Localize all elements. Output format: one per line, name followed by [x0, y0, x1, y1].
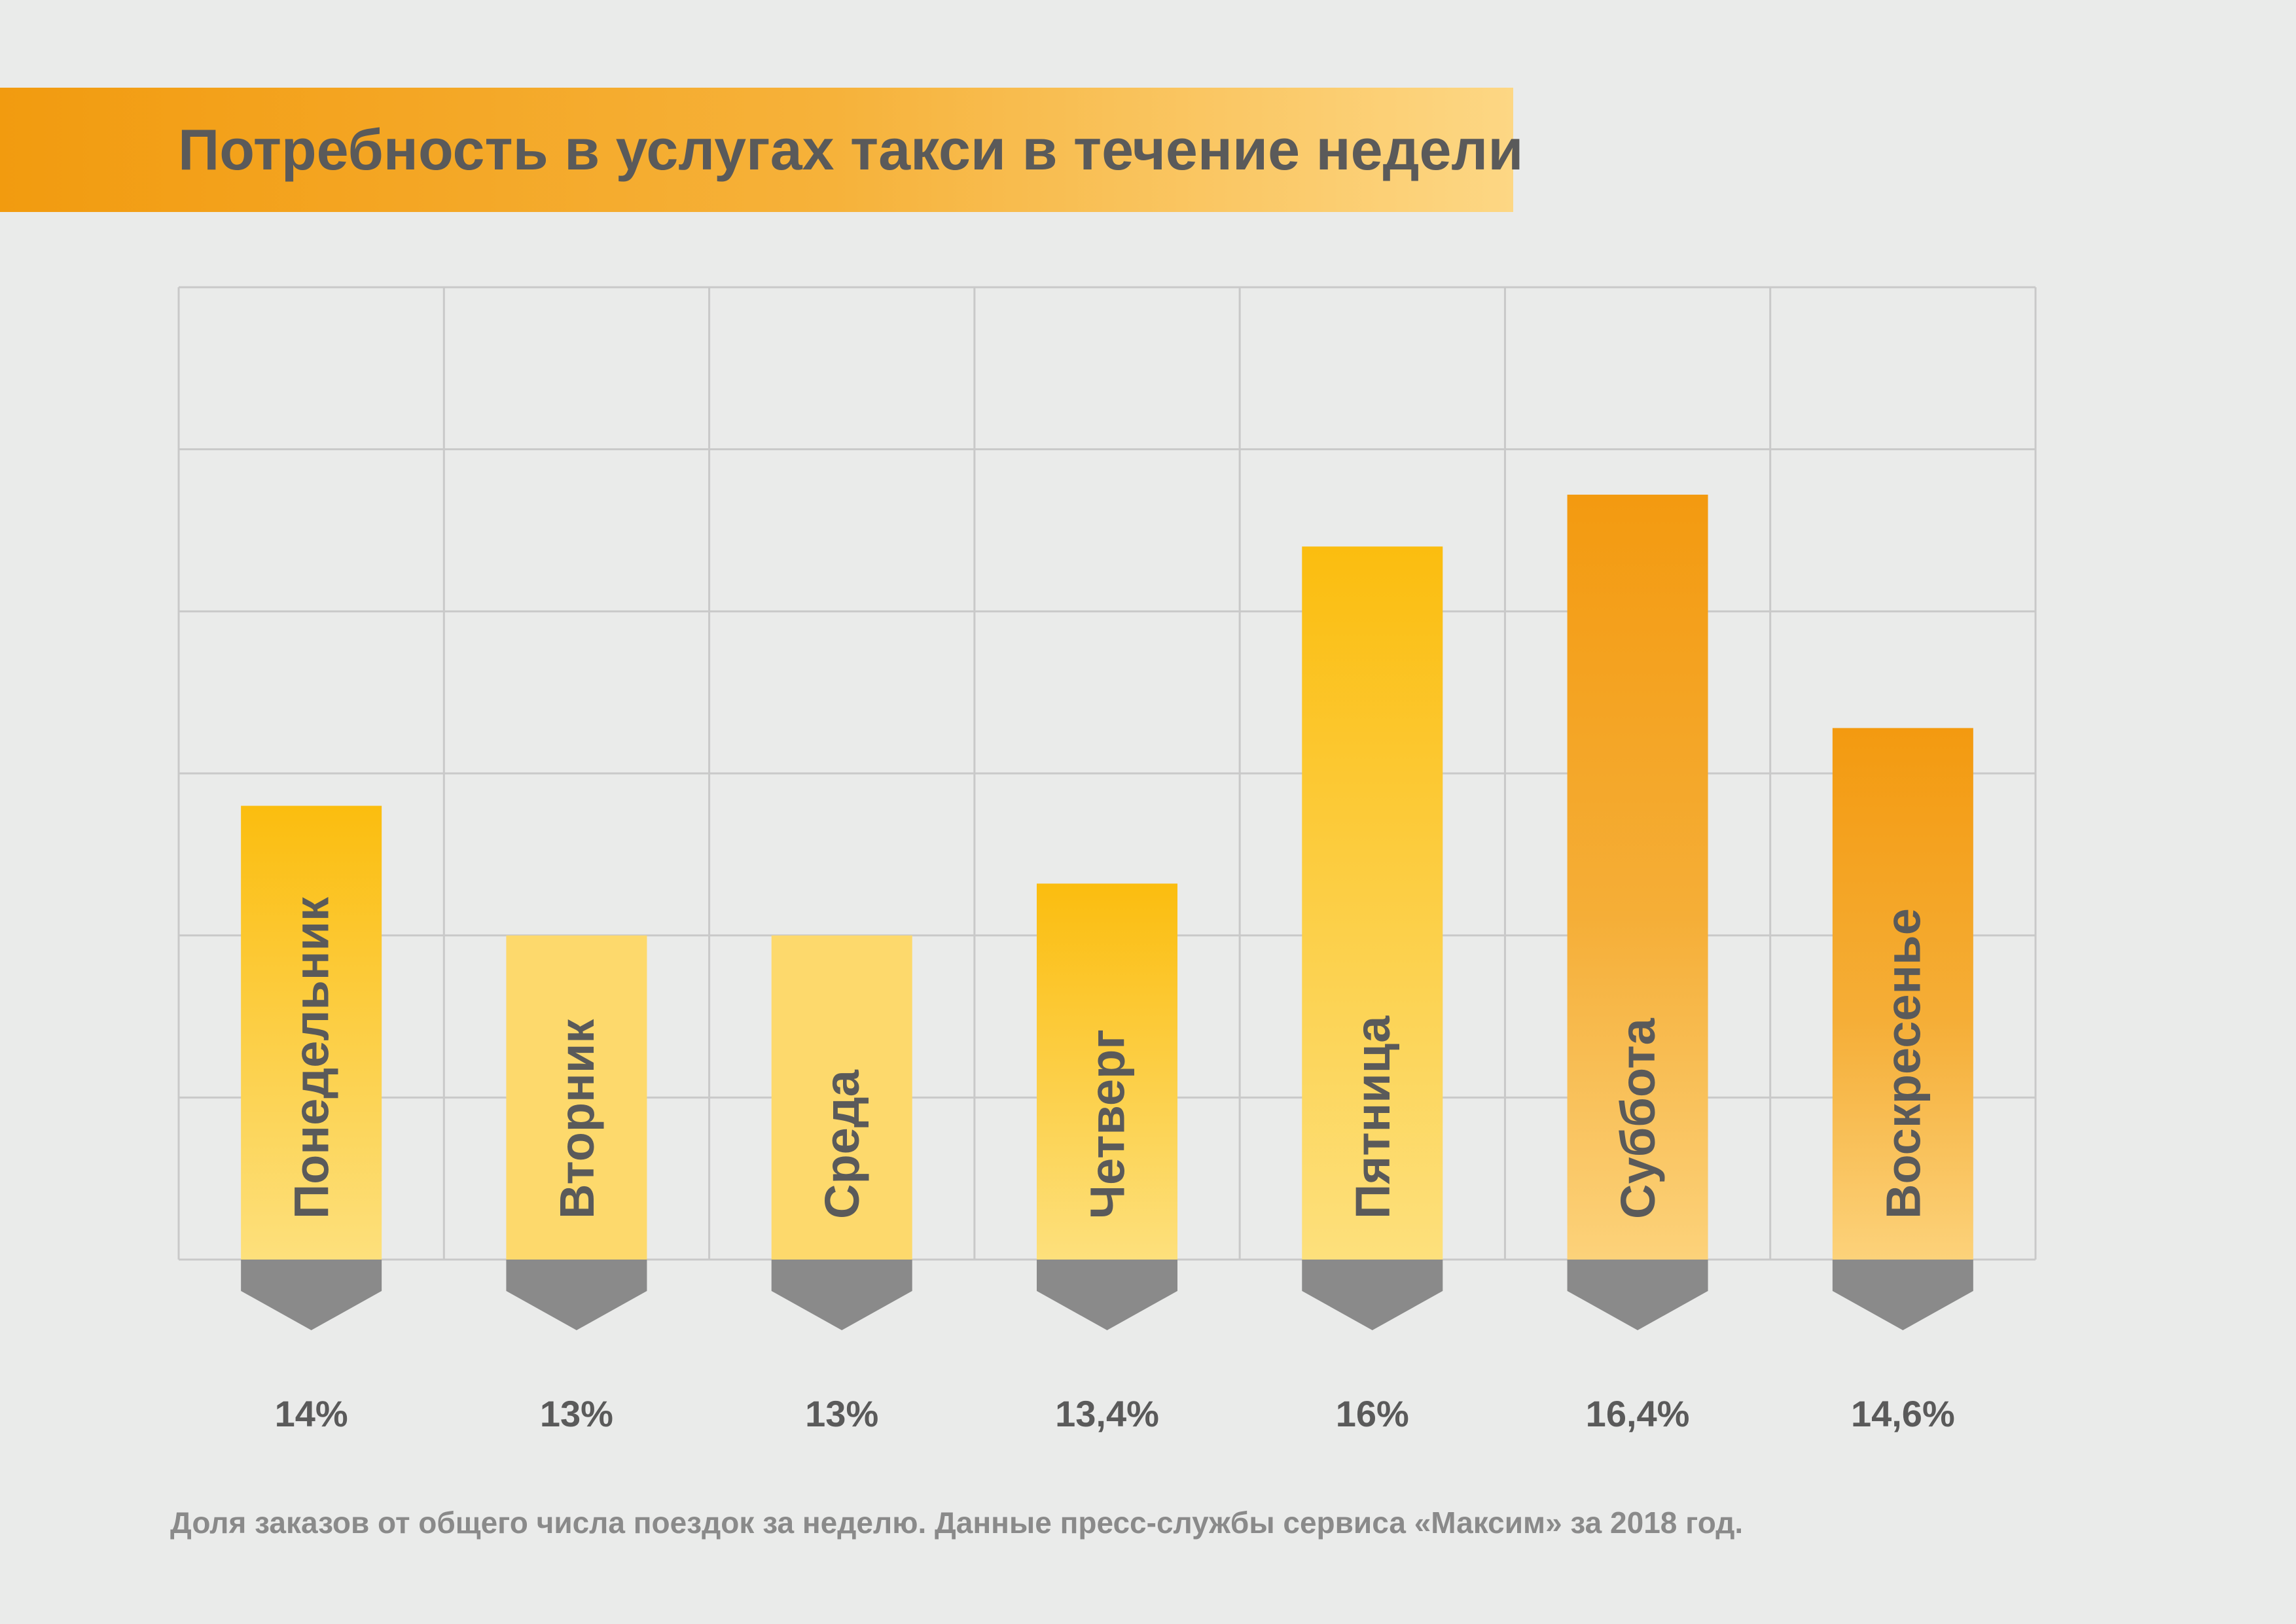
footnote: Доля заказов от общего числа поездок за … — [170, 1506, 1744, 1540]
grid — [177, 286, 2037, 1261]
bar-4 — [1037, 883, 1177, 1260]
page-title: Потребность в услугах такси в течение не… — [178, 117, 1524, 182]
value-label: 13,4% — [1055, 1393, 1159, 1434]
category-label: Пятница — [1346, 1015, 1400, 1219]
bar-marker — [1302, 1260, 1443, 1330]
bar-marker — [1037, 1260, 1177, 1330]
bar-5 — [1302, 546, 1443, 1260]
bar-7 — [1832, 728, 1973, 1260]
bar-marker — [1832, 1260, 1973, 1330]
title-banner: Потребность в услугах такси в течение не… — [0, 88, 1523, 212]
bar-3 — [771, 935, 912, 1260]
bar-marker — [1567, 1260, 1708, 1330]
value-label: 14,6% — [1851, 1393, 1955, 1434]
bar-marker — [506, 1260, 647, 1330]
category-label: Четверг — [1081, 1029, 1135, 1219]
bar-2 — [506, 935, 647, 1260]
category-label: Среда — [815, 1069, 869, 1219]
value-label: 13% — [805, 1393, 878, 1434]
category-label: Понедельник — [285, 896, 339, 1219]
value-label: 13% — [540, 1393, 613, 1434]
category-label: Воскресенье — [1876, 908, 1930, 1219]
value-label: 16% — [1336, 1393, 1409, 1434]
bars: Понедельник 14% Вторник 13% Среда 13% Четверг 1… — [241, 495, 1973, 1434]
bar-1 — [241, 805, 382, 1260]
category-label: Вторник — [550, 1019, 604, 1219]
bar-marker — [241, 1260, 382, 1330]
value-label: 16,4% — [1586, 1393, 1690, 1434]
value-label: 14% — [275, 1393, 348, 1434]
bar-marker — [771, 1260, 912, 1330]
bar-6 — [1567, 495, 1708, 1260]
category-label: Суббота — [1611, 1017, 1665, 1219]
